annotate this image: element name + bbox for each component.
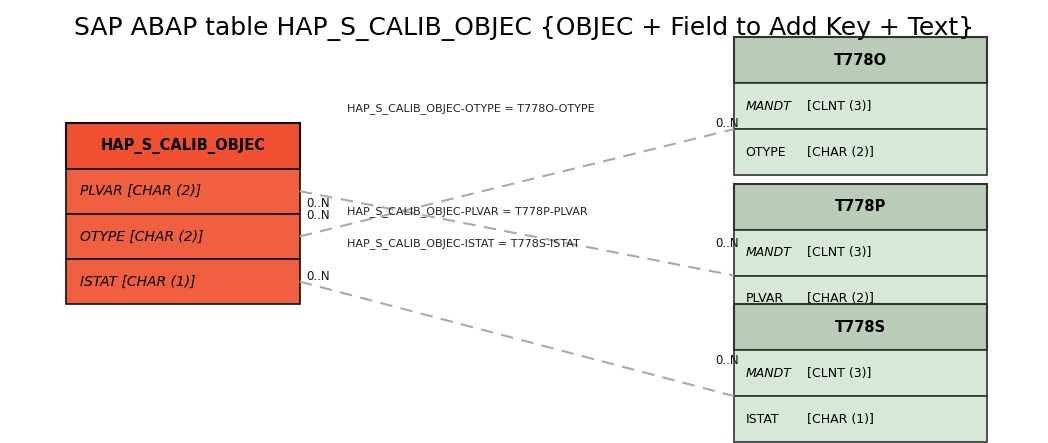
Text: HAP_S_CALIB_OBJEC-OTYPE = T778O-OTYPE: HAP_S_CALIB_OBJEC-OTYPE = T778O-OTYPE [348,103,595,114]
Text: HAP_S_CALIB_OBJEC-ISTAT = T778S-ISTAT: HAP_S_CALIB_OBJEC-ISTAT = T778S-ISTAT [348,238,581,249]
FancyBboxPatch shape [734,350,987,396]
Text: [CLNT (3)]: [CLNT (3)] [803,100,871,113]
Text: [CHAR (2)]: [CHAR (2)] [803,292,874,305]
Text: PLVAR: PLVAR [745,292,784,305]
Text: 0..N: 0..N [715,354,739,367]
Text: PLVAR [CHAR (2)]: PLVAR [CHAR (2)] [81,184,201,198]
Text: ISTAT: ISTAT [745,412,779,426]
Text: SAP ABAP table HAP_S_CALIB_OBJEC {OBJEC + Field to Add Key + Text}: SAP ABAP table HAP_S_CALIB_OBJEC {OBJEC … [73,16,975,41]
FancyBboxPatch shape [734,184,987,229]
Text: MANDT: MANDT [745,367,791,380]
Text: 0..N: 0..N [306,270,330,283]
Text: T778S: T778S [835,320,886,334]
Text: 0..N: 0..N [715,117,739,130]
Text: MANDT: MANDT [745,246,791,259]
Text: 0..N: 0..N [715,237,739,250]
Text: MANDT: MANDT [745,100,791,113]
FancyBboxPatch shape [66,214,300,259]
Text: 0..N: 0..N [306,197,330,210]
FancyBboxPatch shape [66,169,300,214]
Text: [CLNT (3)]: [CLNT (3)] [803,367,871,380]
Text: 0..N: 0..N [306,210,330,222]
Text: T778P: T778P [835,199,887,214]
FancyBboxPatch shape [66,123,300,169]
Text: [CHAR (1)]: [CHAR (1)] [803,412,874,426]
Text: T778O: T778O [834,53,887,68]
FancyBboxPatch shape [734,276,987,322]
Text: HAP_S_CALIB_OBJEC: HAP_S_CALIB_OBJEC [101,138,265,154]
Text: HAP_S_CALIB_OBJEC-PLVAR = T778P-PLVAR: HAP_S_CALIB_OBJEC-PLVAR = T778P-PLVAR [348,206,588,217]
FancyBboxPatch shape [66,259,300,304]
Text: [CHAR (2)]: [CHAR (2)] [803,146,874,159]
FancyBboxPatch shape [734,304,987,350]
FancyBboxPatch shape [734,229,987,276]
FancyBboxPatch shape [734,83,987,129]
Text: OTYPE: OTYPE [745,146,786,159]
FancyBboxPatch shape [734,129,987,175]
Text: OTYPE [CHAR (2)]: OTYPE [CHAR (2)] [81,229,203,243]
Text: [CLNT (3)]: [CLNT (3)] [803,246,871,259]
Text: ISTAT [CHAR (1)]: ISTAT [CHAR (1)] [81,275,196,288]
FancyBboxPatch shape [734,396,987,442]
FancyBboxPatch shape [734,37,987,83]
